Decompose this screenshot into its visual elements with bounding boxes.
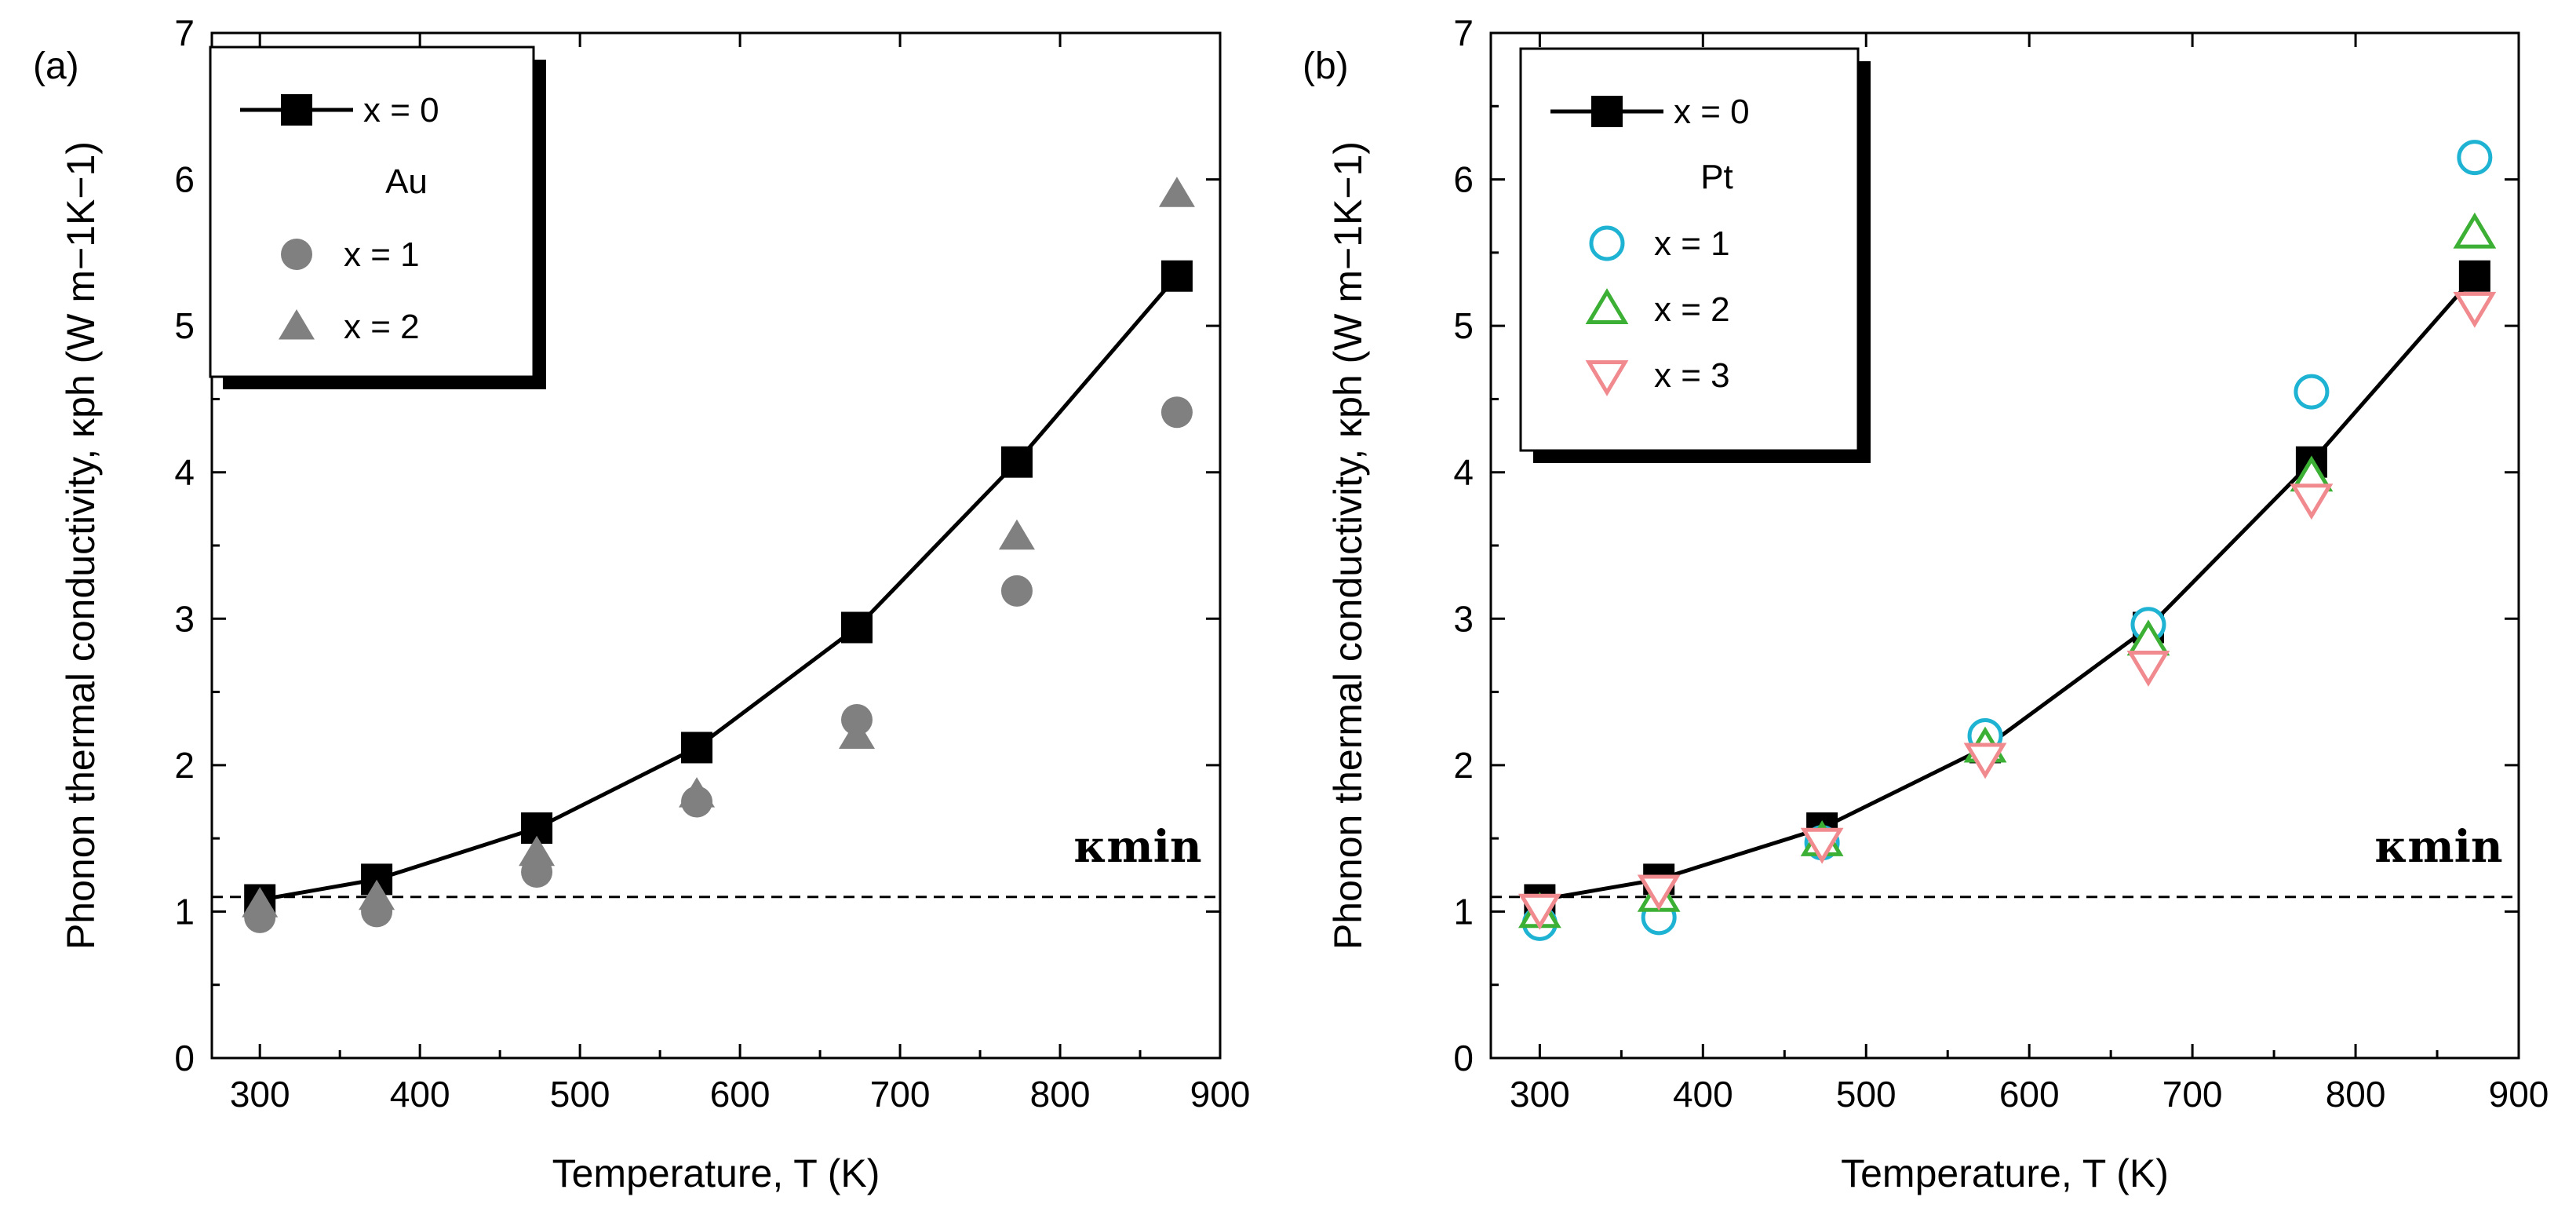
panel-a: 300 400 500 600 700 800 900 0 1 2 3 4 5 6 7 (a) Temperat…: [33, 13, 1250, 1195]
data-point: [681, 732, 713, 764]
y-tick-label: 3: [174, 598, 195, 639]
legend-label: x = 0: [1674, 93, 1750, 131]
legend-group-label: Au: [385, 162, 428, 201]
series-2: [242, 177, 1195, 918]
data-point: [1800, 827, 1844, 864]
x-tick-label: 800: [1030, 1074, 1091, 1115]
legend: x = 0 Au x = 1 x = 2: [240, 91, 439, 346]
data-point: [2453, 212, 2497, 249]
panel-label: (b): [1303, 46, 1349, 87]
data-point: [679, 777, 716, 808]
x-tick-label: 300: [230, 1074, 290, 1115]
y-tick-label: 4: [1453, 452, 1474, 493]
y-tick-label: 2: [174, 745, 195, 786]
data-point: [2294, 374, 2330, 410]
data-point: [1000, 575, 1033, 607]
legend-label: x = 2: [1654, 290, 1730, 329]
y-tick-label: 0: [1453, 1038, 1474, 1078]
x-tick-label: 500: [1836, 1074, 1896, 1115]
data-point: [519, 835, 556, 867]
data-point: [359, 879, 395, 910]
y-tick-label: 5: [1453, 305, 1474, 346]
kmin-label: κmin: [1073, 821, 1201, 873]
legend-label: x = 3: [1654, 356, 1730, 395]
x-tick-label: 700: [870, 1074, 931, 1115]
series-3: [1518, 291, 2497, 930]
x-tick-label: 600: [710, 1074, 771, 1115]
x-axis-title: Temperature, T (K): [1841, 1151, 2169, 1195]
legend-marker: [281, 239, 312, 270]
x-tick-label: 700: [2162, 1074, 2223, 1115]
data-point: [242, 887, 279, 918]
y-tick-label: 0: [174, 1038, 195, 1078]
data-point: [2290, 483, 2334, 520]
x-axis-title: Temperature, T (K): [552, 1151, 880, 1195]
x-tick-label: 900: [2489, 1074, 2549, 1115]
panel-b: 300 400 500 600 700 800 900 0 1 2 3 4 5 6 7 (b) Temperat…: [1303, 13, 2549, 1195]
legend-label: x = 1: [344, 235, 420, 274]
data-point: [1518, 893, 1561, 930]
data-point: [838, 718, 875, 750]
y-tick-label: 6: [174, 159, 195, 200]
legend-marker: [1589, 225, 1625, 261]
legend-label: x = 1: [1654, 224, 1730, 263]
legend-group-label: Pt: [1700, 158, 1733, 196]
series-1: [244, 396, 1193, 933]
data-point: [2126, 650, 2170, 687]
y-tick-label: 2: [1453, 745, 1474, 786]
x-tick-label: 600: [1999, 1074, 2060, 1115]
legend: x = 0 Pt x = 1 x = 2 x = 3: [1550, 93, 1750, 396]
y-tick-label: 1: [174, 891, 195, 932]
x-tick-label: 500: [550, 1074, 610, 1115]
y-tick-label: 7: [174, 13, 195, 53]
legend-marker: [279, 309, 315, 340]
y-tick-label: 1: [1453, 891, 1474, 932]
data-point: [998, 519, 1035, 550]
panel-label: (a): [33, 46, 79, 87]
data-point: [2457, 140, 2493, 176]
legend-label: x = 2: [344, 308, 420, 346]
legend-box: [209, 46, 535, 378]
legend-marker: [1591, 96, 1623, 127]
y-tick-label: 4: [174, 452, 195, 493]
x-tick-label: 400: [1673, 1074, 1733, 1115]
x-tick-label: 800: [2326, 1074, 2386, 1115]
data-point: [1637, 874, 1681, 911]
data-point: [1000, 446, 1033, 478]
legend-label: x = 0: [363, 91, 439, 130]
x-tick-label: 400: [390, 1074, 450, 1115]
y-tick-label: 7: [1453, 13, 1474, 53]
legend-box: [1519, 47, 1860, 452]
data-point: [840, 611, 873, 644]
data-point: [2453, 291, 2497, 328]
y-axis-title: Phonon thermal conductivity, κph (W m−1K…: [59, 141, 103, 950]
legend-marker: [1585, 360, 1629, 396]
x-tick-label: 300: [1510, 1074, 1570, 1115]
data-point: [2458, 260, 2490, 292]
data-point: [1963, 743, 2007, 779]
y-tick-label: 3: [1453, 598, 1474, 639]
kmin-label: κmin: [2374, 821, 2502, 873]
data-point: [1160, 260, 1193, 292]
y-tick-label: 6: [1453, 159, 1474, 200]
data-point: [1160, 396, 1193, 429]
y-tick-label: 5: [174, 305, 195, 346]
x-tick-label: 900: [1190, 1074, 1251, 1115]
data-point: [1158, 177, 1195, 207]
y-axis-title: Phonon thermal conductivity, κph (W m−1K…: [1326, 141, 1370, 950]
legend-marker: [1585, 288, 1629, 324]
legend-marker: [281, 94, 312, 126]
